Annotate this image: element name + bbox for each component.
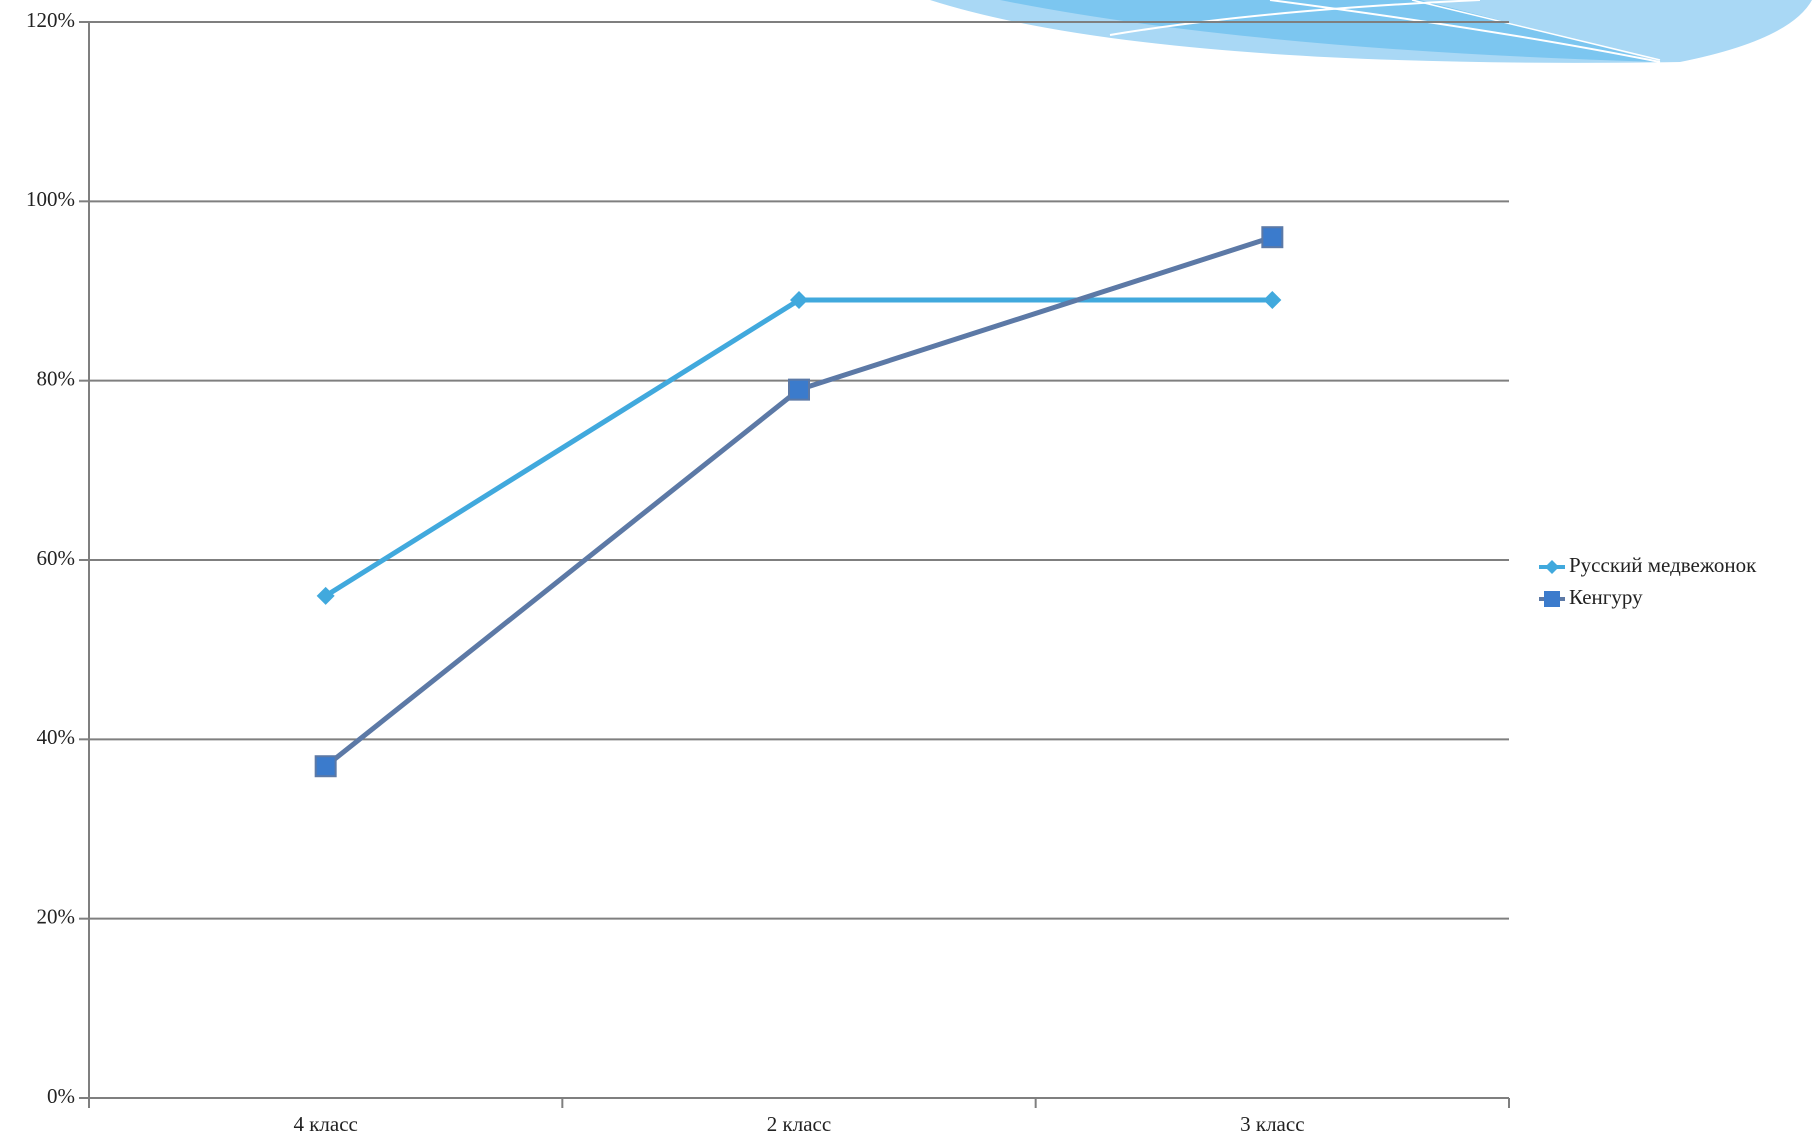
y-tick-label: 100%: [26, 187, 75, 211]
decoration: [930, 0, 1812, 63]
y-tick-label: 80%: [37, 366, 76, 390]
point: [790, 290, 808, 309]
point: [1261, 226, 1284, 249]
y-tick-label: 40%: [37, 725, 76, 749]
series-line: [324, 234, 1274, 769]
x-tick-label: 2 класс: [767, 1112, 831, 1136]
legend-marker: [1545, 560, 1559, 574]
point: [788, 378, 810, 401]
y-tick-label: 60%: [37, 546, 76, 570]
x-tick-label: 3 класс: [1240, 1112, 1304, 1136]
x-tick-label: 4 класс: [293, 1112, 357, 1136]
y-tick-label: 20%: [37, 904, 76, 928]
point: [316, 586, 335, 605]
y-tick-label: 120%: [26, 8, 75, 32]
legend-label: Кенгуру: [1569, 585, 1643, 609]
legend-marker: [1544, 591, 1560, 607]
point: [1263, 290, 1282, 309]
y-tick-label: 0%: [47, 1084, 75, 1108]
point: [314, 755, 337, 778]
series-line: [324, 297, 1273, 598]
legend-label: Русский медвежонок: [1569, 553, 1757, 577]
